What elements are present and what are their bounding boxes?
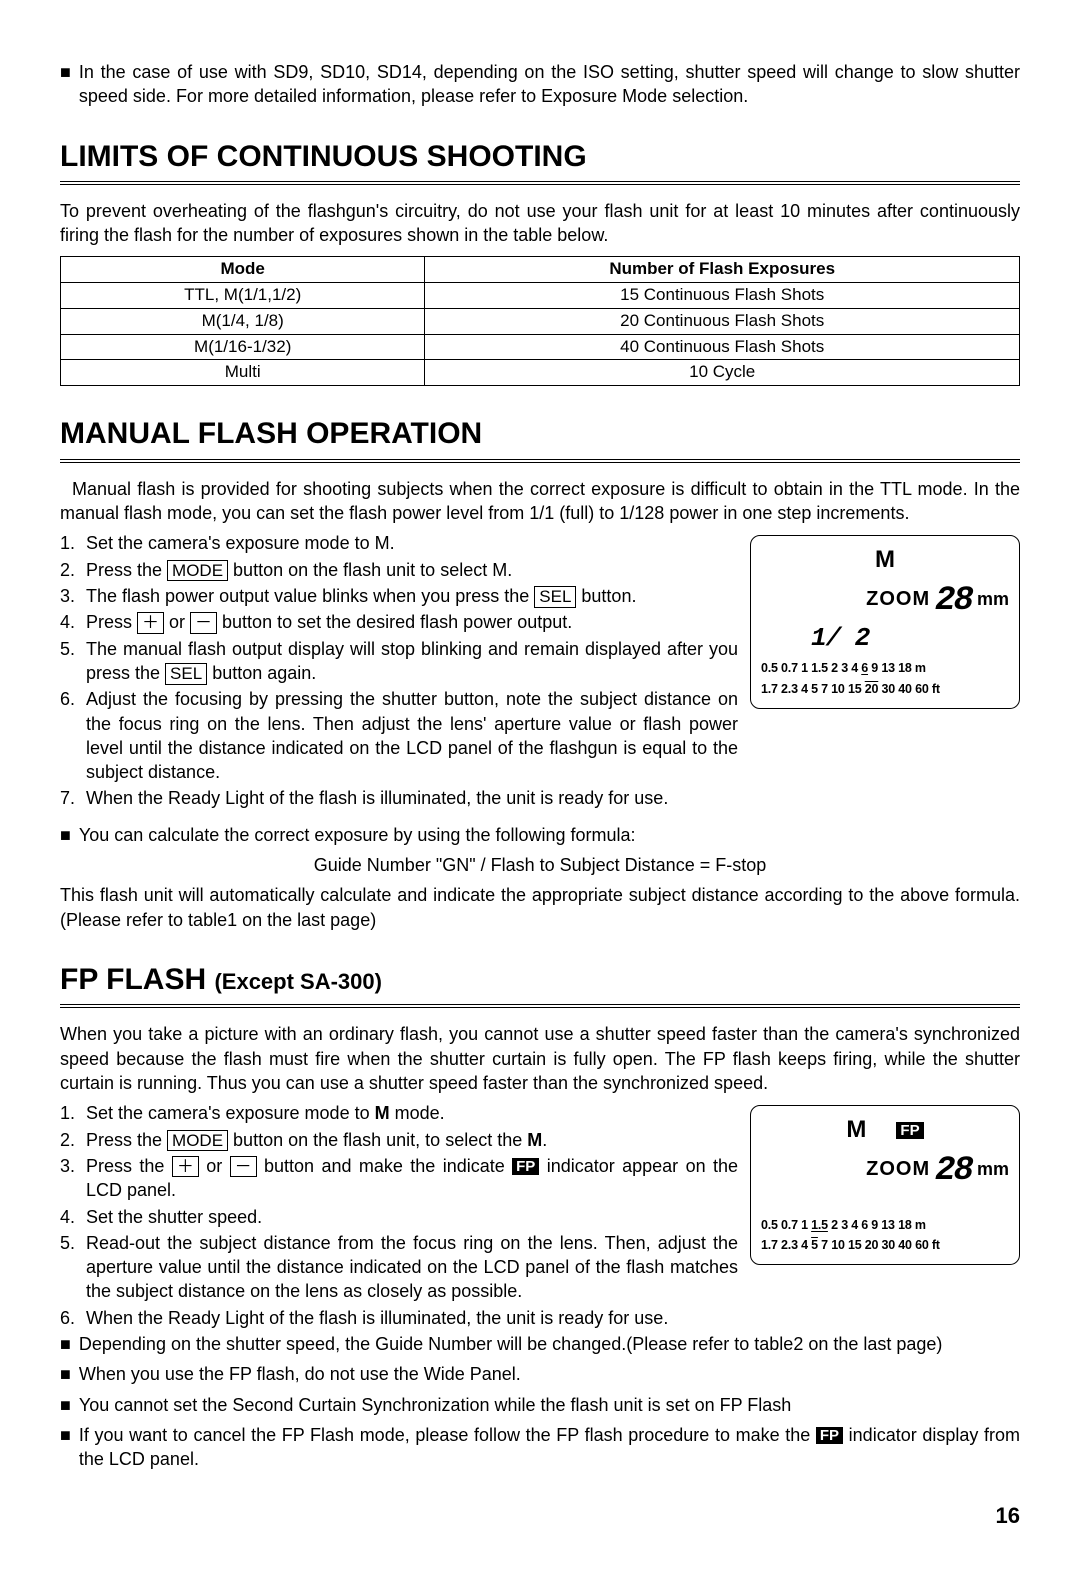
lcd-scale-ft: 1.7 2.3 4 5 7 10 15 20 30 40 60 ft bbox=[761, 1237, 1009, 1254]
mode-button: MODE bbox=[167, 1130, 228, 1152]
lcd-panel-manual: M ZOOM 28 mm 1/ 2 0.5 0.7 1 1.5 2 3 4 6 … bbox=[750, 535, 1020, 708]
step-3: 3.The flash power output value blinks wh… bbox=[60, 584, 738, 608]
fp-icon: FP bbox=[896, 1122, 923, 1139]
lcd-power: 1/ 2 bbox=[811, 621, 1009, 656]
section1-title: LIMITS OF CONTINUOUS SHOOTING bbox=[60, 137, 1020, 186]
table-row: M(1/16-1/32)40 Continuous Flash Shots bbox=[61, 334, 1020, 360]
page-number: 16 bbox=[60, 1501, 1020, 1531]
fp-note-2: ■When you use the FP flash, do not use t… bbox=[60, 1362, 1020, 1386]
table-header-row: Mode Number of Flash Exposures bbox=[61, 256, 1020, 282]
fp-step-4: 4.Set the shutter speed. bbox=[60, 1205, 738, 1229]
minus-button: － bbox=[230, 1156, 257, 1178]
section2-intro: Manual flash is provided for shooting su… bbox=[60, 477, 1020, 526]
section2-title: MANUAL FLASH OPERATION bbox=[60, 414, 1020, 463]
step-6: 6.Adjust the focusing by pressing the sh… bbox=[60, 687, 738, 784]
lcd-zoom: ZOOM 28 mm bbox=[761, 579, 1009, 625]
lcd-scale-m: 0.5 0.7 1 1.5 2 3 4 6 9 13 18 m bbox=[761, 1217, 1009, 1234]
plus-button: ＋ bbox=[137, 612, 164, 634]
fp-step-5: 5.Read-out the subject distance from the… bbox=[60, 1231, 738, 1304]
fp-step-3: 3.Press the ＋ or － button and make the i… bbox=[60, 1154, 738, 1203]
section1-para: To prevent overheating of the flashgun's… bbox=[60, 199, 1020, 248]
section3-title: FP FLASH (Except SA-300) bbox=[60, 960, 1020, 1009]
plus-button: ＋ bbox=[172, 1156, 199, 1178]
lcd-mode: M bbox=[846, 1114, 866, 1146]
section3-intro: When you take a picture with an ordinary… bbox=[60, 1022, 1020, 1095]
fp-step-2: 2.Press the MODE button on the flash uni… bbox=[60, 1128, 738, 1152]
mode-button: MODE bbox=[167, 560, 228, 582]
fp-note-1: ■Depending on the shutter speed, the Gui… bbox=[60, 1332, 1020, 1356]
sel-button: SEL bbox=[165, 663, 207, 685]
bullet-icon: ■ bbox=[60, 60, 71, 109]
bullet-icon: ■ bbox=[60, 823, 71, 847]
th-mode: Mode bbox=[61, 256, 425, 282]
fp-icon: FP bbox=[512, 1158, 539, 1175]
table-row: Multi10 Cycle bbox=[61, 360, 1020, 386]
lcd-scale-ft: 1.7 2.3 4 5 7 10 15 20 30 40 60 ft bbox=[761, 681, 1009, 698]
step-1: 1.Set the camera's exposure mode to M. bbox=[60, 531, 738, 555]
table-row: M(1/4, 1/8)20 Continuous Flash Shots bbox=[61, 308, 1020, 334]
step-4: 4.Press ＋ or － button to set the desired… bbox=[60, 610, 738, 634]
fp-step-1: 1.Set the camera's exposure mode to M mo… bbox=[60, 1101, 738, 1125]
th-exposures: Number of Flash Exposures bbox=[425, 256, 1020, 282]
minus-button: － bbox=[190, 612, 217, 634]
exposure-table: Mode Number of Flash Exposures TTL, M(1/… bbox=[60, 256, 1020, 387]
intro-note-text: In the case of use with SD9, SD10, SD14,… bbox=[79, 60, 1020, 109]
fp-icon: FP bbox=[816, 1427, 843, 1444]
step-5: 5.The manual flash output display will s… bbox=[60, 637, 738, 686]
intro-note: ■ In the case of use with SD9, SD10, SD1… bbox=[60, 60, 1020, 109]
lcd-panel-fp: M FP ZOOM 28 mm 0.5 0.7 1 1.5 2 3 4 6 9 … bbox=[750, 1105, 1020, 1265]
lcd-zoom: ZOOM 28 mm bbox=[761, 1149, 1009, 1195]
table-row: TTL, M(1/1,1/2)15 Continuous Flash Shots bbox=[61, 282, 1020, 308]
step-2: 2.Press the MODE button on the flash uni… bbox=[60, 558, 738, 582]
formula: Guide Number "GN" / Flash to Subject Dis… bbox=[60, 853, 1020, 877]
fp-note-4: ■If you want to cancel the FP Flash mode… bbox=[60, 1423, 1020, 1472]
step-7: 7.When the Ready Light of the flash is i… bbox=[60, 786, 1020, 810]
sel-button: SEL bbox=[534, 586, 576, 608]
lcd-mode: M bbox=[875, 544, 895, 576]
fp-note-3: ■You cannot set the Second Curtain Synch… bbox=[60, 1393, 1020, 1417]
lcd-scale-m: 0.5 0.7 1 1.5 2 3 4 6 9 13 18 m bbox=[761, 660, 1009, 677]
formula-after: This flash unit will automatically calcu… bbox=[60, 883, 1020, 932]
formula-note: ■ You can calculate the correct exposure… bbox=[60, 823, 1020, 847]
fp-step-6: 6.When the Ready Light of the flash is i… bbox=[60, 1306, 1020, 1330]
